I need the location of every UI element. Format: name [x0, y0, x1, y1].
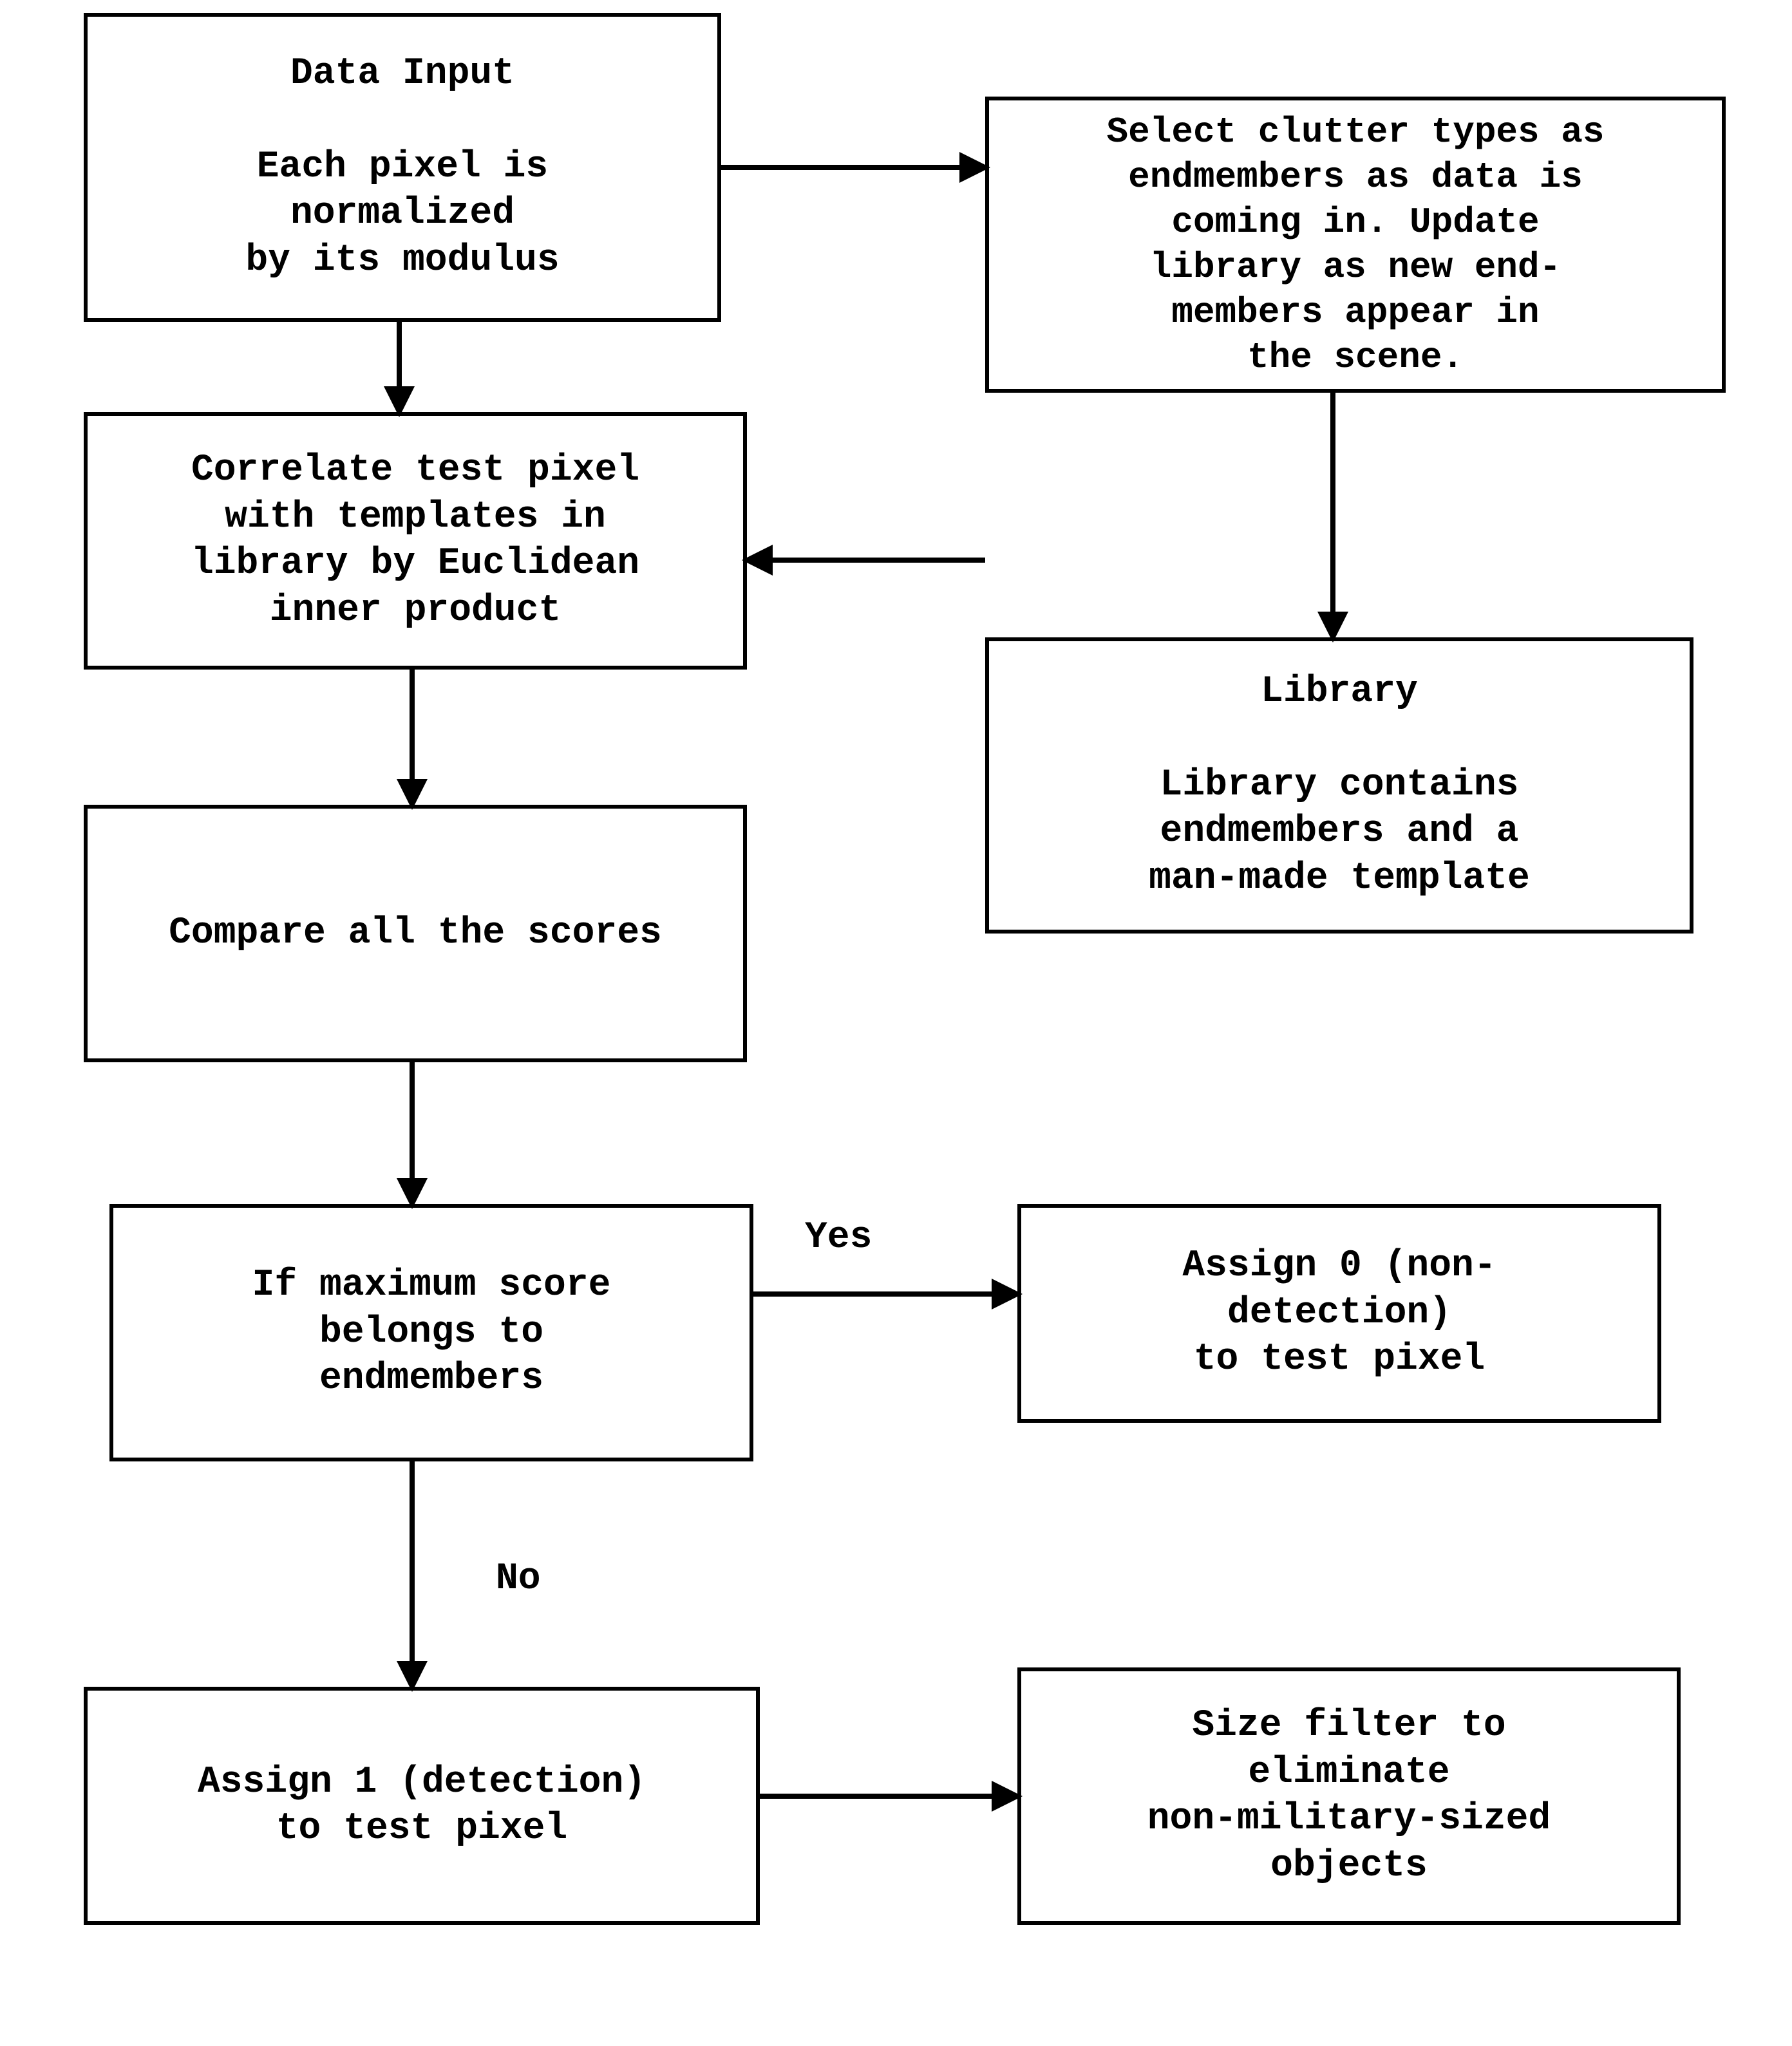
edge-label-no: No — [496, 1558, 541, 1600]
edge-label-yes: Yes — [805, 1217, 872, 1259]
node-assign-1: Assign 1 (detection) to test pixel — [84, 1687, 760, 1925]
node-compare: Compare all the scores — [84, 805, 747, 1062]
node-size-filter: Size filter to eliminate non-military-si… — [1017, 1667, 1681, 1925]
node-if-max: If maximum score belongs to endmembers — [109, 1204, 753, 1461]
node-library: Library Library contains endmembers and … — [985, 637, 1693, 934]
node-select-clutter: Select clutter types as endmembers as da… — [985, 97, 1726, 393]
node-correlate: Correlate test pixel with templates in l… — [84, 412, 747, 670]
node-data-input: Data Input Each pixel is normalized by i… — [84, 13, 721, 322]
node-assign-0: Assign 0 (non- detection) to test pixel — [1017, 1204, 1661, 1423]
